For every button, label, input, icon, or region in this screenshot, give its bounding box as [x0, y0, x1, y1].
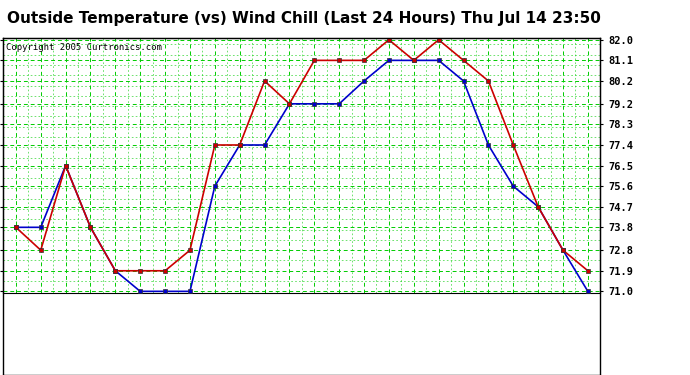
Text: 10:00: 10:00: [259, 297, 270, 328]
Text: 15:00: 15:00: [384, 297, 394, 328]
Text: 18:00: 18:00: [459, 297, 469, 328]
Text: 11:00: 11:00: [284, 297, 295, 328]
Text: 22:00: 22:00: [558, 297, 568, 328]
Text: 02:00: 02:00: [61, 297, 70, 328]
Text: 03:00: 03:00: [86, 297, 95, 328]
Text: 05:00: 05:00: [135, 297, 145, 328]
Text: 16:00: 16:00: [408, 297, 419, 328]
Text: 13:00: 13:00: [334, 297, 344, 328]
Text: 19:00: 19:00: [484, 297, 493, 328]
Text: 14:00: 14:00: [359, 297, 369, 328]
Text: 12:00: 12:00: [309, 297, 319, 328]
Text: 20:00: 20:00: [509, 297, 518, 328]
Text: 23:00: 23:00: [583, 297, 593, 328]
Text: 08:00: 08:00: [210, 297, 220, 328]
Text: 01:00: 01:00: [36, 297, 46, 328]
Text: 21:00: 21:00: [533, 297, 543, 328]
Text: 07:00: 07:00: [185, 297, 195, 328]
Text: 04:00: 04:00: [110, 297, 120, 328]
Text: Copyright 2005 Curtronics.com: Copyright 2005 Curtronics.com: [6, 43, 162, 52]
Text: Outside Temperature (vs) Wind Chill (Last 24 Hours) Thu Jul 14 23:50: Outside Temperature (vs) Wind Chill (Las…: [7, 11, 600, 26]
Text: 09:00: 09:00: [235, 297, 245, 328]
Text: 17:00: 17:00: [433, 297, 444, 328]
Text: 06:00: 06:00: [160, 297, 170, 328]
Text: 00:00: 00:00: [11, 297, 21, 328]
